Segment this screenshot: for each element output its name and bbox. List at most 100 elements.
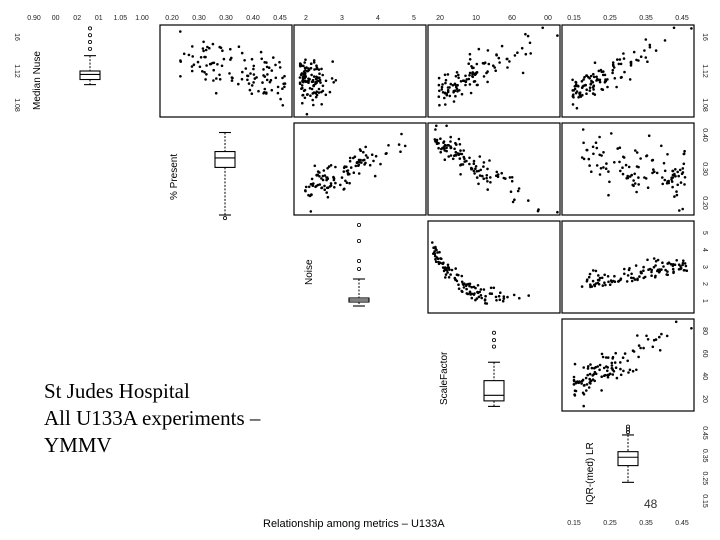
data-point <box>439 150 443 154</box>
data-point <box>257 89 260 93</box>
data-point <box>263 91 266 94</box>
data-point <box>475 71 478 74</box>
data-point <box>438 250 441 254</box>
data-point <box>444 103 447 106</box>
data-point <box>324 79 328 83</box>
data-point <box>320 103 324 106</box>
data-point <box>433 250 436 253</box>
data-point <box>346 171 350 175</box>
data-point <box>648 43 652 47</box>
data-point <box>635 165 639 168</box>
y-tick-label: 0.40 <box>701 128 708 142</box>
data-point <box>222 57 226 61</box>
data-point <box>312 59 316 62</box>
data-point <box>456 83 459 87</box>
y-tick-label: 80 <box>701 327 708 335</box>
x-tick-label: 1.05 <box>114 15 128 22</box>
data-point <box>671 185 674 189</box>
data-point <box>489 181 492 184</box>
data-point <box>446 73 450 76</box>
data-point <box>310 87 314 91</box>
data-point <box>208 62 212 66</box>
data-point <box>588 89 592 92</box>
data-point <box>458 152 462 156</box>
data-point <box>502 295 506 298</box>
data-point <box>318 76 321 80</box>
data-point <box>608 283 612 287</box>
data-point <box>300 84 304 87</box>
data-point <box>431 241 434 244</box>
data-point <box>642 346 645 350</box>
data-point <box>527 294 530 297</box>
data-point <box>585 74 588 77</box>
data-point <box>518 296 521 300</box>
data-point <box>435 142 439 145</box>
data-point <box>666 273 669 277</box>
data-point <box>278 66 282 69</box>
data-point <box>434 260 438 264</box>
data-point <box>321 174 325 178</box>
data-point <box>504 177 507 180</box>
data-point <box>449 154 453 157</box>
data-point <box>536 209 540 213</box>
data-point <box>449 82 453 86</box>
data-point <box>447 276 451 279</box>
data-point <box>475 170 479 173</box>
x-tick-label: 1.00 <box>135 15 149 22</box>
data-point <box>449 273 452 276</box>
data-point <box>513 54 517 57</box>
data-point <box>588 164 591 167</box>
data-point <box>318 183 322 186</box>
data-point <box>438 103 441 107</box>
data-point <box>478 155 482 158</box>
data-point <box>589 379 592 382</box>
data-point <box>611 63 615 66</box>
boxplot-outlier <box>626 424 631 429</box>
data-point <box>593 93 597 96</box>
data-point <box>435 124 438 128</box>
data-point <box>464 83 467 87</box>
data-point <box>479 168 483 172</box>
data-point <box>214 91 218 95</box>
data-point <box>601 88 605 91</box>
data-point <box>314 80 317 84</box>
data-point <box>618 58 622 61</box>
data-point <box>601 284 605 287</box>
data-point <box>452 100 456 103</box>
data-point <box>675 190 678 193</box>
data-point <box>604 167 608 170</box>
boxplot-outlier <box>626 427 631 432</box>
data-point <box>462 286 466 289</box>
data-point <box>613 161 616 164</box>
data-point <box>471 71 475 74</box>
data-point <box>303 88 307 92</box>
data-point <box>646 258 649 262</box>
data-point <box>454 141 457 145</box>
data-point <box>482 75 486 78</box>
data-point <box>400 132 403 136</box>
data-point <box>606 356 610 359</box>
data-point <box>348 181 351 185</box>
data-point <box>574 381 578 384</box>
diag-label-median-nuse: Median Nuse <box>32 51 43 110</box>
data-point <box>609 279 613 282</box>
data-point <box>610 364 614 367</box>
data-point <box>229 47 232 51</box>
data-point <box>619 277 623 281</box>
data-point <box>679 181 683 184</box>
caption-line-1: St Judes Hospital <box>44 379 190 403</box>
data-point <box>592 152 595 156</box>
slide-caption: St Judes Hospital All U133A experiments … <box>44 378 260 459</box>
data-point <box>600 389 603 392</box>
data-point <box>588 86 592 89</box>
data-point <box>590 366 594 370</box>
data-point <box>460 274 464 278</box>
data-point <box>451 157 455 161</box>
data-point <box>681 263 684 267</box>
data-point <box>674 320 678 324</box>
data-point <box>468 58 472 61</box>
data-point <box>327 165 331 168</box>
data-point <box>619 62 623 66</box>
data-point <box>329 182 333 185</box>
data-point <box>399 150 402 153</box>
